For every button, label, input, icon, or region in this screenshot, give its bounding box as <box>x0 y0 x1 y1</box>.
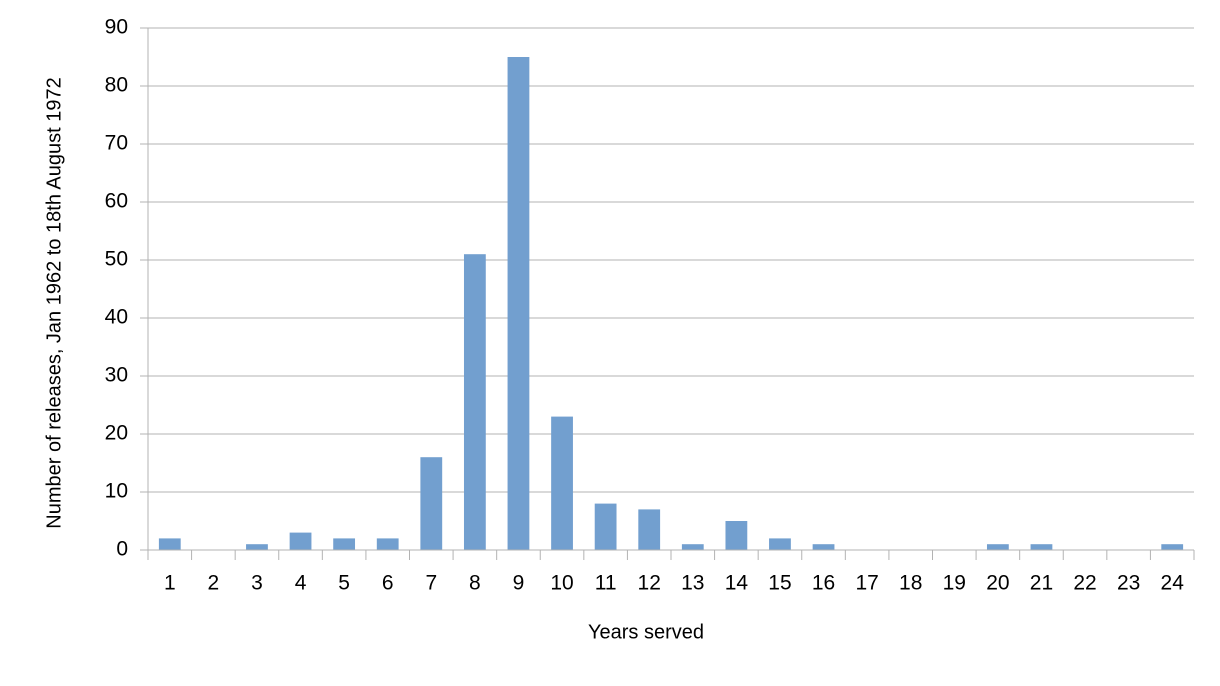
x-tick-label: 14 <box>725 572 749 595</box>
x-axis-title: Years served <box>588 621 704 643</box>
bar <box>594 503 617 550</box>
bar <box>986 544 1009 550</box>
bar <box>681 544 704 550</box>
x-tick-label: 15 <box>768 572 791 595</box>
y-tick-label: 50 <box>105 248 128 271</box>
y-axis-title: Number of releases, Jan 1962 to 18th Aug… <box>43 77 65 528</box>
y-tick-label: 30 <box>105 364 128 387</box>
x-tick-label: 2 <box>208 572 220 595</box>
bar <box>463 254 486 550</box>
bar <box>376 538 399 550</box>
x-tick-label: 21 <box>1030 572 1053 595</box>
x-tick-label: 1 <box>164 572 176 595</box>
y-tick-label: 70 <box>105 132 128 155</box>
bar <box>551 416 573 550</box>
x-tick-label: 23 <box>1117 572 1140 595</box>
bar <box>420 457 443 550</box>
y-tick-label: 20 <box>105 422 128 445</box>
bar <box>638 509 661 550</box>
x-tick-label: 8 <box>469 572 481 595</box>
x-tick-label: 5 <box>338 572 350 595</box>
x-tick-label: 9 <box>513 572 525 595</box>
x-tick-label: 3 <box>251 572 263 595</box>
x-tick-label: 4 <box>295 572 307 595</box>
bar <box>1030 544 1053 550</box>
bar <box>769 538 791 550</box>
bar <box>333 538 356 550</box>
y-tick-label: 60 <box>105 190 128 213</box>
x-tick-label: 24 <box>1161 572 1185 595</box>
bar <box>812 544 835 550</box>
x-tick-label: 12 <box>638 572 661 595</box>
bar <box>1161 544 1184 550</box>
bar <box>507 57 530 550</box>
bar <box>289 532 312 550</box>
x-tick-label: 17 <box>855 572 878 595</box>
x-tick-label: 13 <box>681 572 704 595</box>
y-tick-label: 0 <box>116 538 128 561</box>
x-tick-label: 20 <box>986 572 1009 595</box>
x-tick-label: 6 <box>382 572 394 595</box>
bar <box>246 544 268 550</box>
x-tick-label: 7 <box>425 572 437 595</box>
x-tick-label: 10 <box>550 572 573 595</box>
x-tick-label: 16 <box>812 572 835 595</box>
x-tick-label: 11 <box>595 572 617 595</box>
x-tick-label: 19 <box>943 572 966 595</box>
x-tick-label: 18 <box>899 572 922 595</box>
bar <box>725 521 748 550</box>
y-tick-label: 80 <box>105 74 128 97</box>
y-tick-label: 40 <box>105 306 128 329</box>
bar <box>158 538 181 550</box>
y-tick-label: 90 <box>105 16 128 39</box>
x-tick-label: 22 <box>1073 572 1096 595</box>
y-tick-label: 10 <box>105 480 128 503</box>
